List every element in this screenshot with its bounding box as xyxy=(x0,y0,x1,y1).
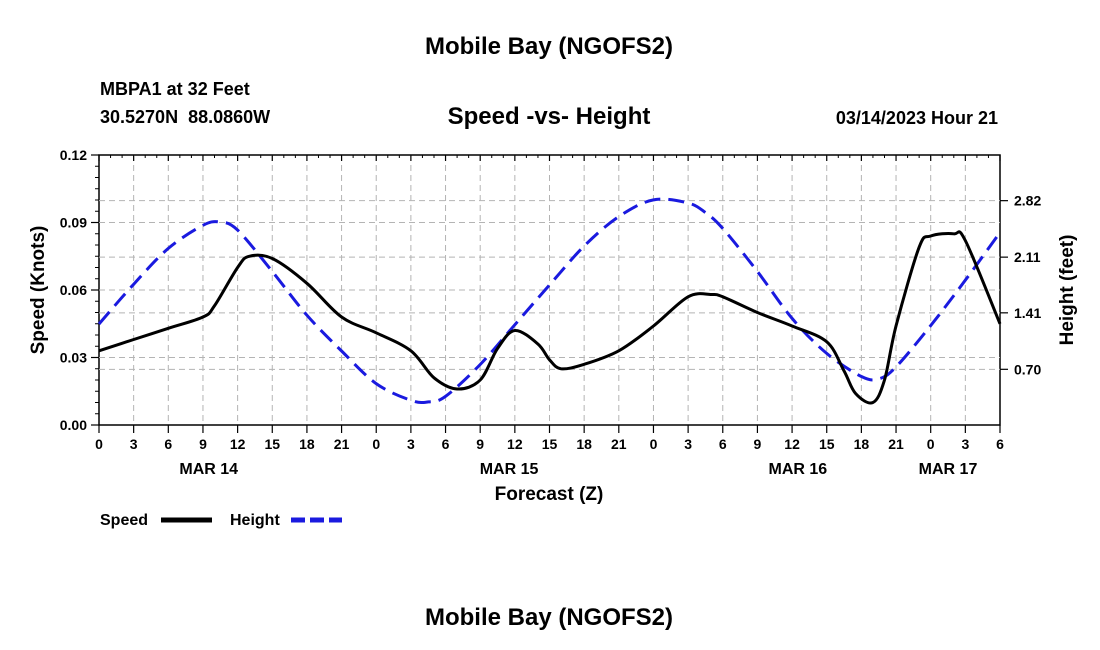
right-y-axis-label: Height (feet) xyxy=(1057,235,1078,346)
speed-series-line xyxy=(98,230,1002,405)
x-tick-label: 6 xyxy=(164,436,172,452)
x-tick-label: 9 xyxy=(476,436,484,452)
y2-tick-label: 0.70 xyxy=(1014,361,1041,377)
x-tick-label: 6 xyxy=(442,436,450,452)
right-y-tick-labels: 0.70 1.41 2.11 2.82 xyxy=(1014,193,1041,378)
x-tick-label: 15 xyxy=(542,436,558,452)
date-label: MAR 17 xyxy=(919,461,978,478)
x-tick-label: 12 xyxy=(784,436,800,452)
x-tick-label: 9 xyxy=(754,436,762,452)
x-tick-label: 3 xyxy=(961,436,969,452)
x-tick-label: 12 xyxy=(507,436,523,452)
legend-height-label: Height xyxy=(230,512,280,529)
coordinates-label: 30.5270N 88.0860W xyxy=(100,107,270,127)
date-label: MAR 15 xyxy=(480,461,539,478)
grid-lines xyxy=(99,155,1000,425)
y-tick-label: 0.06 xyxy=(60,282,87,298)
x-tick-label: 21 xyxy=(611,436,627,452)
legend: Speed Height xyxy=(100,512,342,529)
page-title-top: Mobile Bay (NGOFS2) xyxy=(425,33,673,60)
x-tick-label: 12 xyxy=(230,436,246,452)
left-y-axis-label: Speed (Knots) xyxy=(28,226,49,355)
x-tick-label: 21 xyxy=(334,436,350,452)
y-tick-label: 0.00 xyxy=(60,417,87,433)
date-label: MAR 16 xyxy=(769,461,828,478)
x-axis-label: Forecast (Z) xyxy=(495,484,604,505)
x-tick-label: 0 xyxy=(372,436,380,452)
x-tick-label: 18 xyxy=(576,436,592,452)
legend-speed-label: Speed xyxy=(100,512,148,529)
x-tick-label: 15 xyxy=(819,436,835,452)
axis-ticks xyxy=(91,154,1008,433)
date-label: MAR 14 xyxy=(179,461,238,478)
x-tick-labels: 0 3 6 9 12 15 18 21 0 3 6 9 12 15 18 21 0 3 6 9 12 15 18 21 0 3 6 xyxy=(95,436,1004,452)
y2-tick-label: 2.82 xyxy=(1014,193,1041,209)
y-tick-label: 0.09 xyxy=(60,215,87,231)
station-label: MBPA1 at 32 Feet xyxy=(100,79,250,99)
x-tick-label: 6 xyxy=(719,436,727,452)
chart-title: Speed -vs- Height xyxy=(448,103,651,130)
x-tick-label: 3 xyxy=(407,436,415,452)
x-tick-label: 6 xyxy=(996,436,1004,452)
y-tick-label: 0.03 xyxy=(60,350,87,366)
y2-tick-label: 1.41 xyxy=(1014,305,1041,321)
left-y-tick-labels: 0.00 0.03 0.06 0.09 0.12 xyxy=(60,147,87,433)
x-tick-label: 15 xyxy=(264,436,280,452)
x-tick-label: 0 xyxy=(927,436,935,452)
x-tick-label: 3 xyxy=(684,436,692,452)
x-tick-label: 0 xyxy=(650,436,658,452)
height-series-line xyxy=(97,197,1002,405)
x-tick-label: 3 xyxy=(130,436,138,452)
x-tick-label: 21 xyxy=(888,436,904,452)
x-tick-label: 18 xyxy=(299,436,315,452)
forecast-time-label: 03/14/2023 Hour 21 xyxy=(836,108,998,128)
x-tick-label: 9 xyxy=(199,436,207,452)
y2-tick-label: 2.11 xyxy=(1014,249,1041,265)
date-labels: MAR 14 MAR 15 MAR 16 MAR 17 xyxy=(179,461,977,478)
x-tick-label: 0 xyxy=(95,436,103,452)
page-title-bottom: Mobile Bay (NGOFS2) xyxy=(425,604,673,631)
y-tick-label: 0.12 xyxy=(60,147,87,163)
x-tick-label: 18 xyxy=(854,436,870,452)
